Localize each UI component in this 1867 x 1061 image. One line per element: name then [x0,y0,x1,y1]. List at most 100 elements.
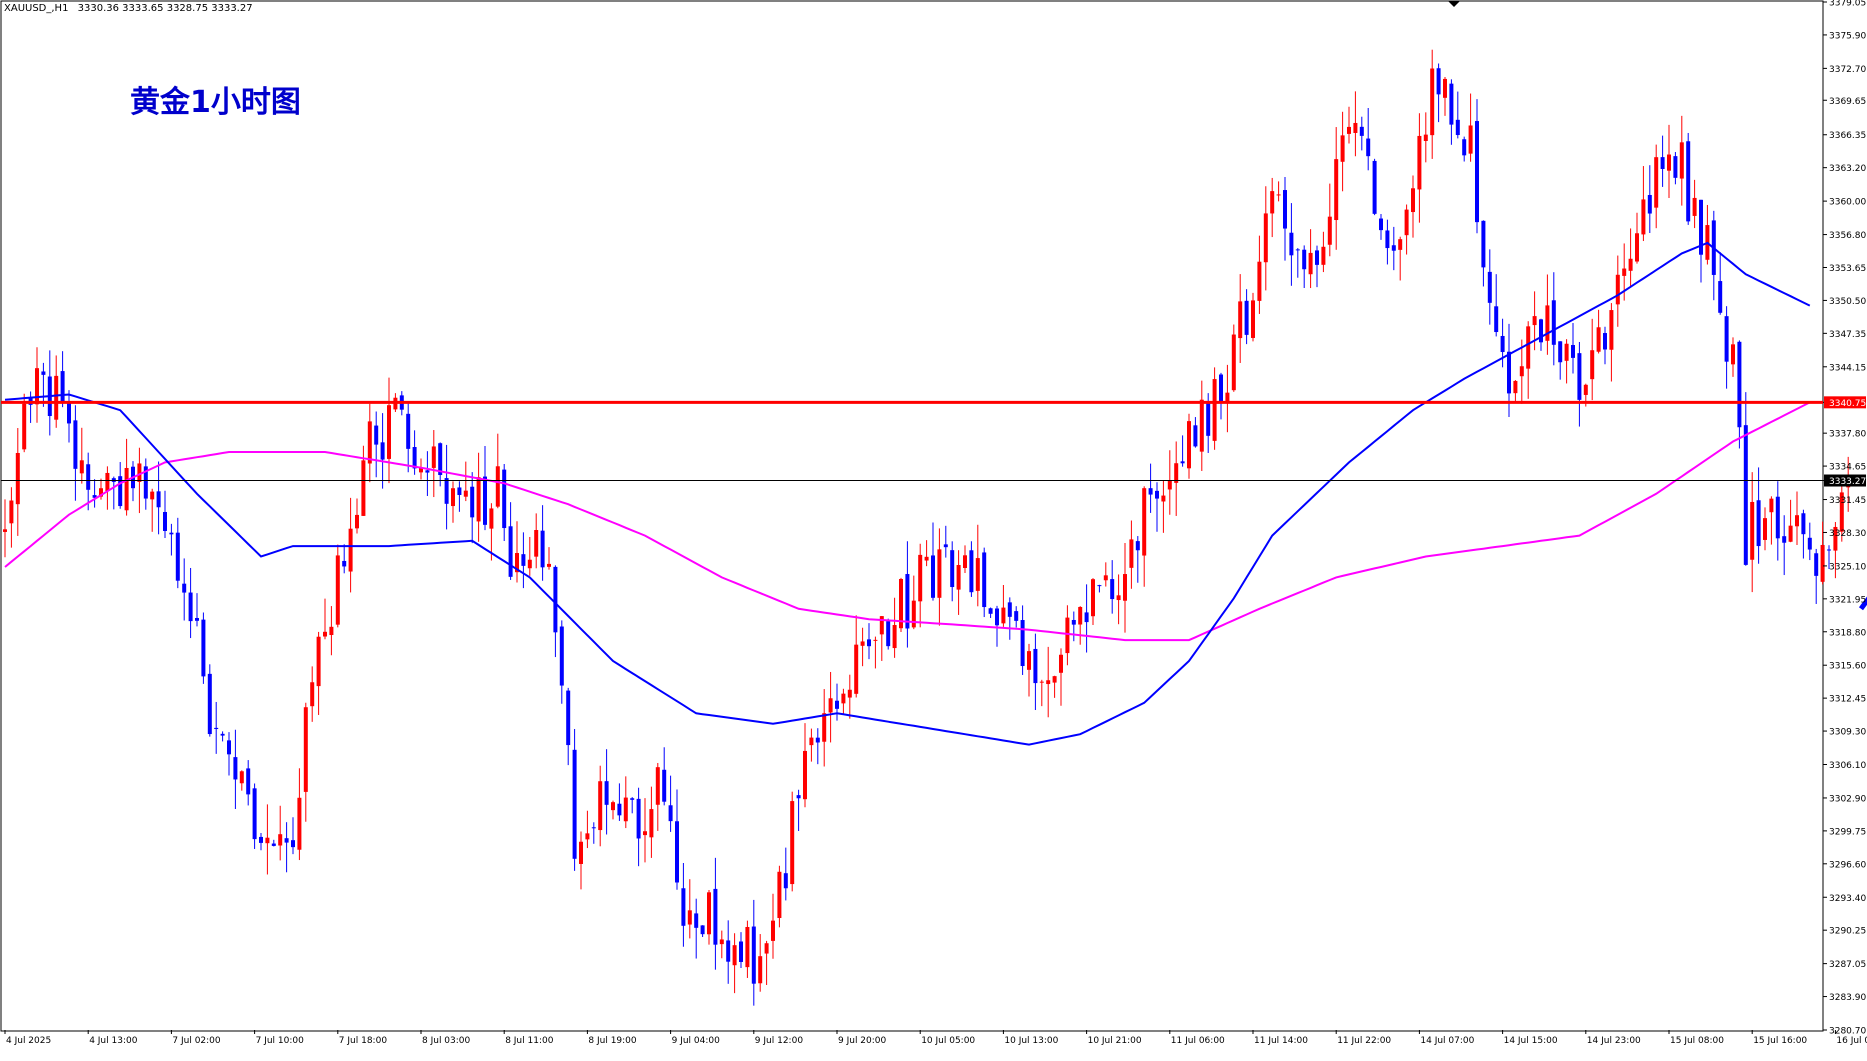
current-price-label-bg [1824,474,1866,487]
candle-body [495,466,500,507]
candle-body [969,550,974,593]
candle-body [771,920,775,941]
candle-body [1545,305,1550,341]
time-tick-label: 14 Jul 23:00 [1587,1036,1641,1046]
candle-body [79,460,84,474]
candle-body [118,476,123,507]
candle-body [1475,121,1479,223]
candle-body [867,639,871,647]
candle-body [374,425,379,445]
candle-body [508,526,513,577]
candle-body [1590,350,1595,380]
candle-body [1833,526,1838,551]
time-tick-label: 7 Jul 18:00 [339,1036,388,1046]
time-axis: 4 Jul 2025 4 Jul 13:00 7 Jul 02:00 7 Jul 10… [4,1030,1867,1046]
candle-body [886,621,891,647]
candle-body [950,550,955,588]
candle-body [1103,575,1108,581]
candle-body [931,555,935,598]
candle-body [1622,268,1627,276]
scroll-marker [1448,1,1460,7]
candle-body [92,495,97,498]
candle-body [1532,316,1537,326]
price-tick-label: 3350.50 [1829,297,1866,307]
price-tick-label: 3369.65 [1829,97,1866,107]
candle-body [1673,156,1678,178]
candle-body [1033,648,1038,684]
candle-body [527,559,532,569]
candle-body [1091,579,1095,617]
candle-body [124,467,129,511]
candle-body [137,463,142,482]
candle-body [41,371,46,375]
candle-body [310,682,315,707]
candle-body [1014,611,1019,621]
candle-body [1193,425,1198,447]
candle-body [1001,607,1006,624]
candle-body [1251,300,1255,338]
time-tick-label: 10 Jul 21:00 [1088,1036,1142,1046]
candle-body [1302,249,1307,270]
candle-body [323,631,327,637]
candle-body [73,420,78,469]
candle-body [201,619,206,677]
resistance-price-label-bg [1824,396,1866,409]
candle-body [1110,579,1115,600]
candle-body [1078,606,1083,625]
candle-body [214,727,219,730]
candle-body [406,413,411,449]
candle-body [1379,218,1383,231]
ohlc-values: 3330.36 3333.65 3328.75 3333.27 [78,3,253,14]
candle-body [1839,492,1844,532]
price-tick-label: 3337.80 [1829,430,1866,440]
candle-body [233,757,238,780]
candle-body [963,555,967,569]
candle-body [668,805,673,822]
candle-body [630,798,635,800]
candle-body [463,490,468,497]
time-tick-label: 9 Jul 04:00 [672,1036,721,1046]
candle-body [1430,68,1435,136]
time-tick-label: 9 Jul 12:00 [755,1036,804,1046]
candle-body [1679,142,1684,179]
time-tick-label: 11 Jul 22:00 [1337,1036,1391,1046]
candle-body [988,608,993,614]
candle-body [732,945,737,966]
plot-frame [0,0,1824,1032]
candle-body [188,592,193,622]
candle-body [1462,139,1467,156]
candle-body [694,913,699,928]
candle-body [99,488,103,497]
candle-body [1686,141,1691,222]
candle-body [444,478,449,504]
candle-body [726,940,731,962]
candle-body [1372,160,1377,214]
candle-body [687,910,692,925]
candle-body [1340,135,1345,162]
price-tick-label: 3372.70 [1829,65,1866,75]
candle-body [675,821,679,883]
candle-body [790,801,795,885]
candle-body [1231,334,1236,391]
candle-body [355,514,359,529]
candle-body [591,827,596,829]
candle-body [1129,539,1134,568]
candle-body [1756,500,1761,547]
candle-body [361,460,366,516]
price-tick-label: 3328.30 [1829,529,1866,539]
candle-body [521,554,526,566]
candle-body [905,574,910,629]
candle-body [899,579,903,629]
candle-body [1737,341,1742,428]
candle-body [553,566,558,633]
candle-body [1699,199,1703,255]
candle-body [1321,246,1326,265]
candle-body [579,841,583,864]
candle-body [1692,197,1697,216]
candle-body [700,925,705,935]
candle-body [911,600,916,628]
candle-body [239,771,244,784]
candle-body [1295,249,1300,251]
